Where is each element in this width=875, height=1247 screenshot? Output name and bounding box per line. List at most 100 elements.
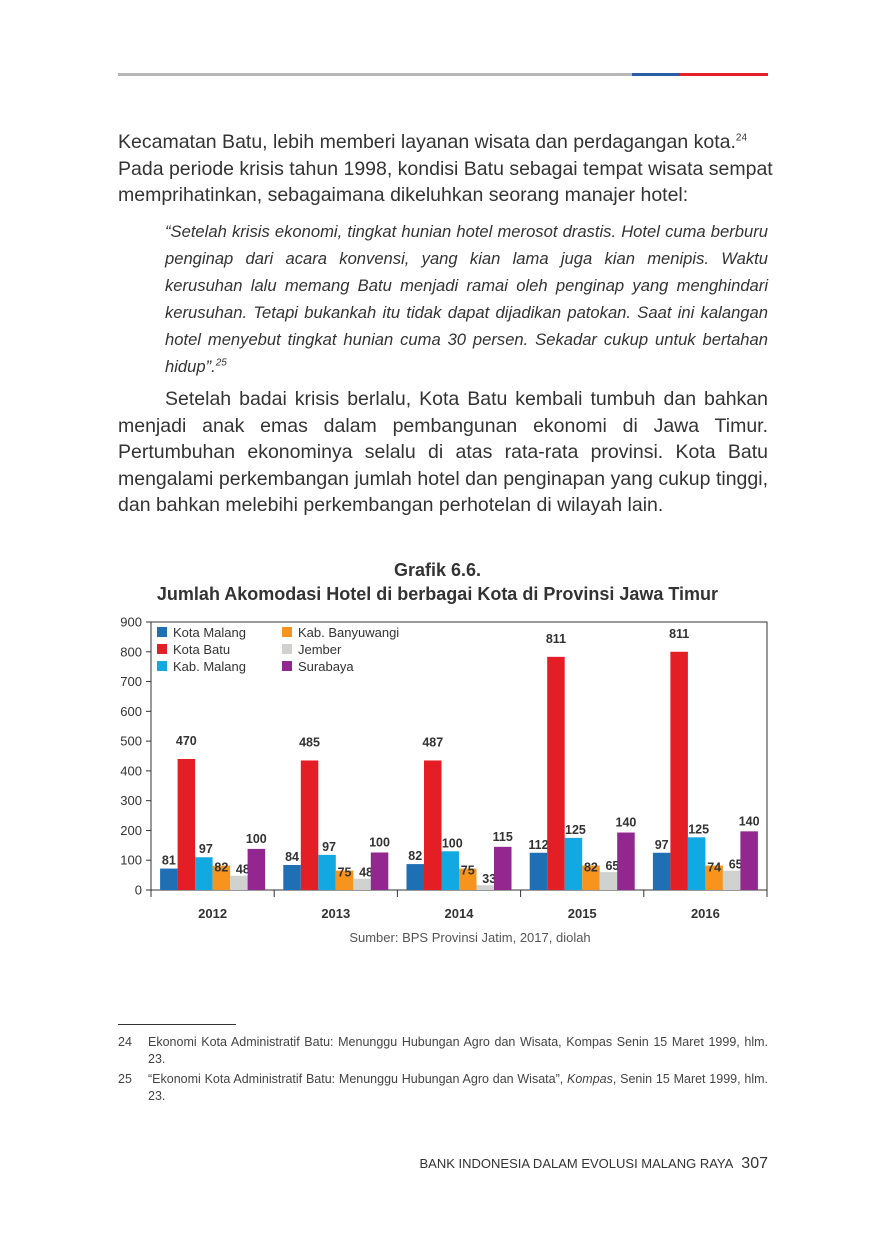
bar-surabaya — [617, 832, 635, 890]
data-label: 84 — [285, 850, 299, 864]
x-tick-label: 2014 — [445, 906, 475, 921]
bar-kota-malang — [529, 852, 548, 890]
footnote-text: Ekonomi Kota Administratif Batu: Menungg… — [148, 1035, 768, 1066]
legend-swatch — [157, 627, 167, 637]
bar-kab-malang — [441, 851, 459, 890]
footnote-number: 25 — [118, 1072, 132, 1086]
bar-kab-malang — [318, 854, 336, 890]
data-label: 48 — [359, 866, 373, 880]
y-tick-label: 0 — [135, 883, 142, 898]
bar-jember — [722, 870, 741, 890]
legend-swatch — [282, 644, 292, 654]
bar-kab-banyuwangi — [335, 870, 354, 890]
y-tick-label: 200 — [120, 823, 142, 838]
bar-kab-banyuwangi — [459, 868, 477, 890]
header-rule-red-accent — [680, 73, 768, 76]
data-label: 140 — [616, 816, 637, 830]
footnote-separator — [118, 1024, 236, 1025]
y-tick-label: 500 — [120, 734, 142, 749]
page-footer: BANK INDONESIA DALAM EVOLUSI MALANG RAYA… — [420, 1155, 768, 1173]
paragraph-intro: Kecamatan Batu, lebih memberi layanan wi… — [118, 129, 773, 209]
footnote-25: 25 “Ekonomi Kota Administratif Batu: Men… — [118, 1071, 768, 1105]
bar-jember — [476, 885, 494, 890]
data-label: 487 — [422, 735, 443, 749]
data-label: 140 — [739, 814, 760, 828]
data-label: 485 — [299, 735, 320, 749]
legend-label: Jember — [298, 642, 342, 657]
data-label: 97 — [322, 840, 336, 854]
y-tick-label: 400 — [120, 763, 142, 778]
bar-kab-malang — [195, 857, 213, 890]
legend-swatch — [282, 627, 292, 637]
legend-swatch — [282, 661, 292, 671]
footnote-number: 24 — [118, 1035, 132, 1049]
chart-source: Sumber: BPS Provinsi Jatim, 2017, diolah — [349, 930, 591, 945]
footnote-ref-24[interactable]: 24 — [735, 132, 748, 144]
bar-kota-batu — [177, 758, 196, 890]
footnote-24: 24 Ekonomi Kota Administratif Batu: Menu… — [118, 1034, 768, 1068]
legend-swatch — [157, 661, 167, 671]
bar-jember — [599, 872, 618, 890]
x-tick-label: 2013 — [321, 906, 350, 921]
paragraph-line: Kecamatan Batu, lebih memberi layanan wi… — [118, 131, 748, 153]
data-label: 75 — [338, 866, 352, 880]
bar-jember — [230, 875, 248, 890]
bar-kab-banyuwangi — [582, 865, 600, 890]
data-label: 75 — [461, 864, 475, 878]
data-label: 97 — [655, 838, 669, 852]
y-tick-label: 800 — [120, 644, 142, 659]
bar-kota-malang — [283, 864, 301, 890]
data-label: 100 — [442, 836, 463, 850]
legend-label: Kota Malang — [173, 625, 246, 640]
paragraph-line: Pada periode krisis tahun 1998, kondisi … — [118, 157, 773, 180]
bar-kab-banyuwangi — [212, 865, 231, 890]
book-title: BANK INDONESIA DALAM EVOLUSI MALANG RAYA — [419, 1156, 734, 1171]
x-tick-label: 2016 — [691, 906, 720, 921]
chart-label: Grafik 6.6. — [393, 560, 482, 580]
data-label: 82 — [214, 861, 228, 875]
data-label: 74 — [707, 861, 721, 875]
y-tick-label: 700 — [120, 674, 142, 689]
data-label: 33 — [482, 872, 496, 886]
bar-surabaya — [247, 848, 266, 890]
legend-label: Kab. Malang — [173, 659, 246, 674]
bar-surabaya — [494, 846, 512, 890]
page-number: 307 — [741, 1155, 768, 1172]
data-label: 82 — [408, 849, 422, 863]
publication-name: Kompas — [567, 1072, 613, 1086]
data-label: 97 — [199, 842, 213, 856]
data-label: 82 — [584, 861, 598, 875]
legend-swatch — [157, 644, 167, 654]
data-label: 125 — [688, 822, 709, 836]
data-label: 65 — [605, 859, 619, 873]
chart-title: Jumlah Akomodasi Hotel di berbagai Kota … — [156, 584, 719, 604]
data-label: 100 — [246, 832, 267, 846]
header-rule-blue-accent — [632, 73, 680, 76]
data-label: 65 — [729, 858, 743, 872]
header-rule — [118, 73, 632, 76]
bar-kab-banyuwangi — [705, 865, 723, 890]
bar-kota-batu — [424, 760, 442, 890]
hotel-accommodation-bar-chart: 0 100 200 300 400 500 600 700 800 900 2012 2013 2014… — [120, 615, 768, 921]
y-tick-label: 900 — [120, 615, 142, 630]
bar-kota-batu — [670, 651, 688, 890]
bar-kota-batu — [547, 656, 565, 890]
y-tick-label: 600 — [120, 704, 142, 719]
bar-surabaya — [740, 831, 758, 890]
bar-kab-malang — [687, 837, 706, 890]
legend-label: Surabaya — [298, 659, 354, 674]
bar-jember — [353, 878, 371, 890]
legend-label: Kota Batu — [173, 642, 230, 657]
data-label: 112 — [528, 838, 548, 852]
bar-kota-malang — [652, 852, 671, 890]
bar-surabaya — [370, 852, 389, 890]
x-tick-label: 2015 — [568, 906, 597, 921]
footnote-ref-25[interactable]: 25 — [215, 357, 227, 369]
bar-kota-malang — [406, 864, 424, 890]
paragraph-line: memprihatinkan, sebagaimana dikeluhkan s… — [118, 184, 689, 206]
y-tick-label: 300 — [120, 793, 142, 808]
data-label: 811 — [546, 632, 566, 646]
data-label: 100 — [369, 835, 390, 849]
data-label: 811 — [669, 627, 689, 641]
manager-quote: “Setelah krisis ekonomi, tingkat hunian … — [165, 222, 768, 376]
